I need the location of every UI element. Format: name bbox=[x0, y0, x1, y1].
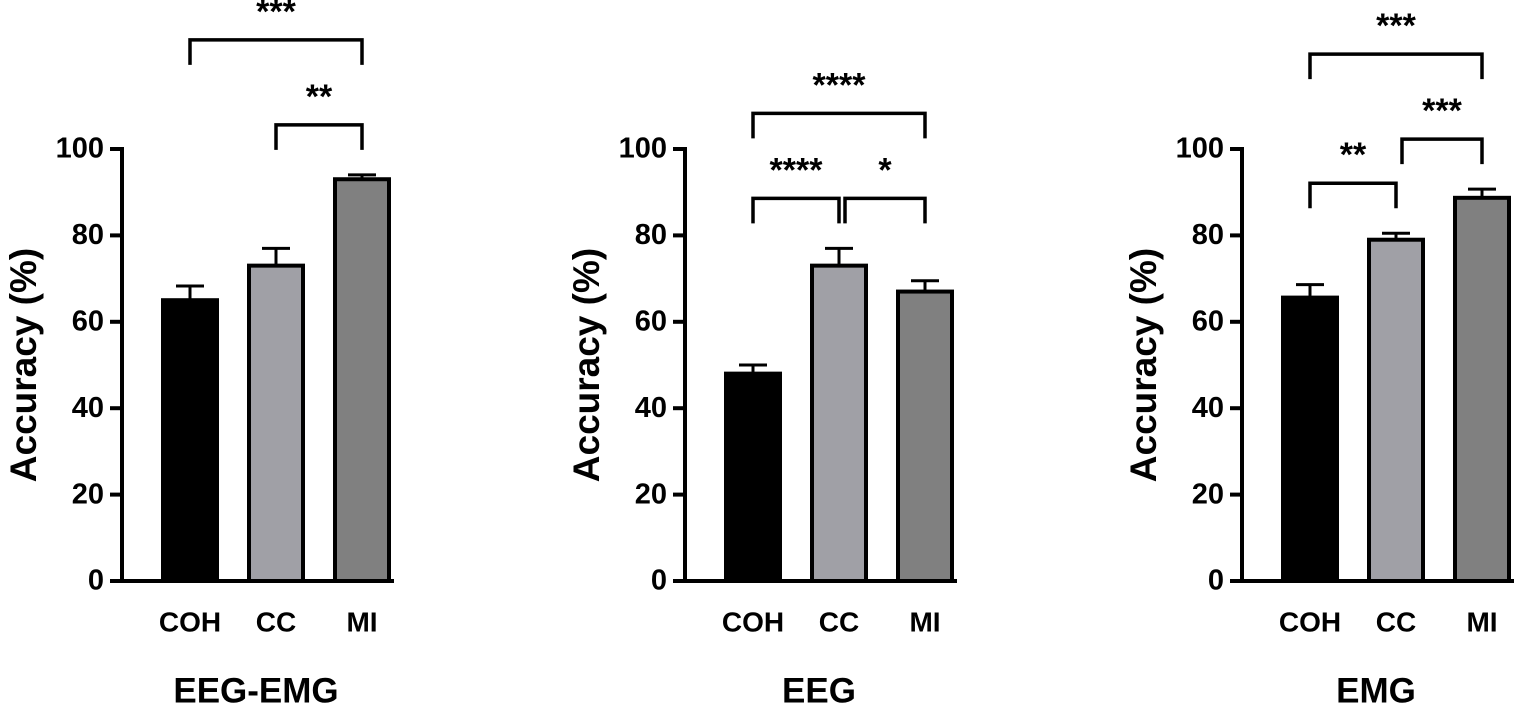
bar bbox=[896, 289, 954, 583]
bar bbox=[333, 177, 391, 584]
panel-title: EEG-EMG bbox=[173, 671, 338, 710]
significance-label: **** bbox=[770, 151, 824, 189]
y-tick-label: 60 bbox=[635, 305, 667, 337]
y-tick-label: 0 bbox=[88, 565, 104, 597]
bar bbox=[724, 371, 782, 584]
significance-bracket bbox=[1308, 52, 1484, 80]
significance-label: * bbox=[878, 151, 892, 189]
significance-label: *** bbox=[256, 0, 296, 31]
significance-label: ** bbox=[306, 78, 333, 116]
y-tick-label: 60 bbox=[1192, 305, 1224, 337]
y-tick-label: 100 bbox=[619, 133, 667, 165]
y-tick-label: 60 bbox=[72, 305, 104, 337]
y-tick-label: 100 bbox=[56, 133, 104, 165]
bar bbox=[247, 263, 305, 583]
significance-bracket bbox=[1400, 137, 1484, 165]
bar bbox=[1281, 295, 1339, 583]
significance-bracket bbox=[843, 196, 927, 224]
x-tick-label: COH bbox=[159, 606, 221, 637]
y-tick-label: 40 bbox=[72, 392, 104, 424]
y-axis-title: Accuracy (%) bbox=[566, 248, 607, 482]
y-tick-label: 80 bbox=[1192, 219, 1224, 251]
y-axis-title: Accuracy (%) bbox=[1123, 248, 1164, 482]
x-tick-label: CC bbox=[1376, 606, 1416, 637]
y-tick-label: 20 bbox=[1192, 478, 1224, 510]
significance-label: *** bbox=[1422, 92, 1462, 130]
x-tick-label: CC bbox=[819, 606, 859, 637]
x-tick-label: COH bbox=[722, 606, 784, 637]
significance-bracket bbox=[1308, 181, 1398, 209]
y-tick-label: 0 bbox=[1208, 565, 1224, 597]
y-axis-title: Accuracy (%) bbox=[3, 248, 44, 482]
panel-title: EEG bbox=[782, 671, 856, 710]
y-tick-label: 40 bbox=[1192, 392, 1224, 424]
bar bbox=[1367, 237, 1425, 583]
y-tick-label: 100 bbox=[1176, 133, 1224, 165]
significance-bracket bbox=[751, 111, 927, 139]
x-tick-label: CC bbox=[256, 606, 296, 637]
x-tick-label: MI bbox=[909, 606, 940, 637]
y-tick-label: 80 bbox=[72, 219, 104, 251]
significance-bracket bbox=[751, 196, 841, 224]
significance-bracket bbox=[274, 123, 364, 150]
y-tick-label: 40 bbox=[635, 392, 667, 424]
panel-title: EMG bbox=[1336, 671, 1416, 710]
significance-bracket bbox=[188, 38, 364, 65]
y-tick-label: 20 bbox=[72, 478, 104, 510]
bar bbox=[810, 263, 868, 583]
significance-label: ** bbox=[1340, 136, 1367, 174]
x-tick-label: MI bbox=[1466, 606, 1497, 637]
y-tick-label: 20 bbox=[635, 478, 667, 510]
x-tick-label: COH bbox=[1279, 606, 1341, 637]
significance-label: **** bbox=[813, 66, 867, 104]
y-tick-label: 80 bbox=[635, 219, 667, 251]
y-tick-label: 0 bbox=[651, 565, 667, 597]
x-tick-label: MI bbox=[346, 606, 377, 637]
bar bbox=[1453, 195, 1511, 583]
significance-label: *** bbox=[1376, 7, 1416, 45]
bar bbox=[161, 298, 219, 583]
